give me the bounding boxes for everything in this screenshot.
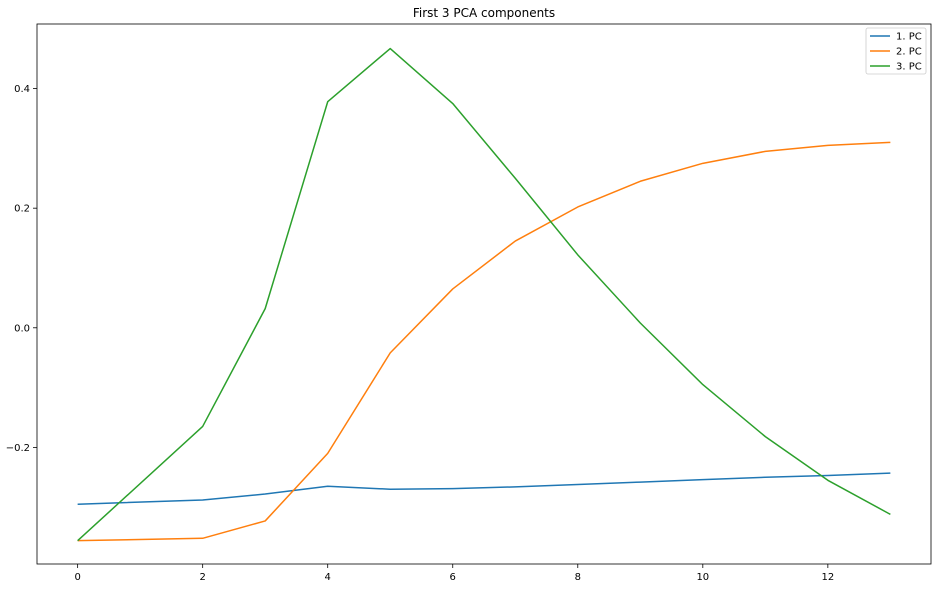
x-tick-label: 6 <box>450 572 456 583</box>
legend-label: 1. PC <box>896 32 922 43</box>
series-line-pc3 <box>77 47 891 542</box>
series-lines <box>77 47 891 542</box>
series-line-pc2 <box>77 141 891 542</box>
y-tick-label: 0.2 <box>14 204 30 215</box>
x-axis-ticks: 0 2 4 6 8 10 12 <box>74 564 834 583</box>
x-tick-label: 12 <box>821 572 834 583</box>
legend: 1. PC 2. PC 3. PC <box>865 27 927 75</box>
x-tick-label: 10 <box>696 572 709 583</box>
y-tick-label: 0.0 <box>14 323 30 334</box>
chart-title: First 3 PCA components <box>413 6 555 20</box>
series-line-pc1 <box>77 472 891 505</box>
y-axis-ticks: −0.2 0.0 0.2 0.4 <box>6 84 37 454</box>
axes-frame <box>36 23 932 565</box>
x-tick-label: 0 <box>74 572 80 583</box>
legend-label: 3. PC <box>896 62 922 73</box>
legend-label: 2. PC <box>896 47 922 58</box>
y-tick-label: 0.4 <box>14 84 30 95</box>
plot-area <box>36 23 932 565</box>
x-tick-label: 8 <box>575 572 581 583</box>
x-tick-label: 2 <box>199 572 205 583</box>
x-tick-label: 4 <box>325 572 331 583</box>
y-tick-label: −0.2 <box>6 443 30 454</box>
legend-box <box>865 27 927 75</box>
